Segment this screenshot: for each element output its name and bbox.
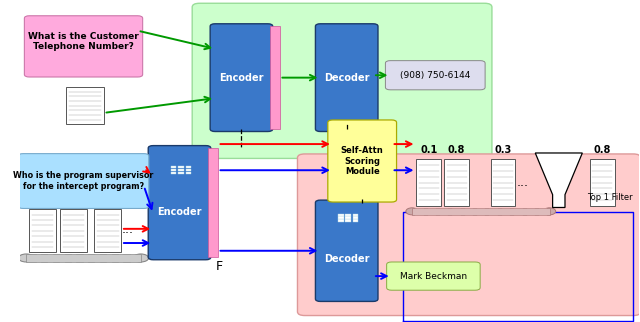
Text: Who is the program supervisor
for the intercept program?: Who is the program supervisor for the in… xyxy=(13,171,154,191)
Text: Self-Attn
Scoring
Module: Self-Attn Scoring Module xyxy=(341,146,383,176)
FancyBboxPatch shape xyxy=(387,262,480,290)
Bar xyxy=(60,209,87,252)
Text: Mark Beckman: Mark Beckman xyxy=(400,271,467,280)
Bar xyxy=(417,159,441,206)
Bar xyxy=(269,26,280,129)
Ellipse shape xyxy=(133,254,148,262)
FancyBboxPatch shape xyxy=(385,61,485,90)
Bar xyxy=(29,209,56,252)
Text: 0.1: 0.1 xyxy=(420,145,437,155)
Text: 0.8: 0.8 xyxy=(593,145,611,155)
Bar xyxy=(346,216,351,219)
Bar xyxy=(412,208,550,215)
FancyBboxPatch shape xyxy=(192,3,492,158)
Bar xyxy=(353,219,358,222)
Bar xyxy=(94,209,121,252)
FancyBboxPatch shape xyxy=(148,146,211,260)
Text: Decoder: Decoder xyxy=(324,254,369,264)
Bar xyxy=(346,219,351,222)
Text: ...: ... xyxy=(121,223,133,236)
Text: 0.8: 0.8 xyxy=(448,145,465,155)
Bar xyxy=(353,216,358,219)
Text: Encoder: Encoder xyxy=(219,73,264,83)
Bar xyxy=(207,148,218,257)
Bar xyxy=(444,159,469,206)
Ellipse shape xyxy=(543,208,556,215)
Text: Encoder: Encoder xyxy=(157,207,202,217)
Ellipse shape xyxy=(406,208,418,215)
Bar xyxy=(338,219,344,222)
Text: Top 1 Filter: Top 1 Filter xyxy=(588,194,633,202)
Bar xyxy=(186,166,191,168)
Bar xyxy=(171,172,177,174)
Bar xyxy=(179,169,184,171)
Bar xyxy=(338,216,344,219)
Bar xyxy=(186,172,191,174)
FancyBboxPatch shape xyxy=(18,154,149,208)
Bar xyxy=(179,172,184,174)
Polygon shape xyxy=(535,153,582,207)
Bar xyxy=(491,159,515,206)
FancyBboxPatch shape xyxy=(24,16,143,77)
Bar xyxy=(590,159,614,206)
Text: Decoder: Decoder xyxy=(324,73,369,83)
Text: ...: ... xyxy=(517,176,529,189)
Text: (908) 750-6144: (908) 750-6144 xyxy=(400,71,470,80)
FancyBboxPatch shape xyxy=(316,24,378,131)
Bar xyxy=(353,213,358,216)
FancyBboxPatch shape xyxy=(210,24,273,131)
Bar xyxy=(186,169,191,171)
Bar xyxy=(179,166,184,168)
Text: F: F xyxy=(216,260,223,273)
Bar xyxy=(26,254,141,262)
FancyBboxPatch shape xyxy=(328,120,397,202)
Text: 0.3: 0.3 xyxy=(495,145,512,155)
Bar xyxy=(67,87,104,124)
Bar xyxy=(171,169,177,171)
Ellipse shape xyxy=(19,254,34,262)
Bar xyxy=(346,213,351,216)
Text: What is the Customer
Telephone Number?: What is the Customer Telephone Number? xyxy=(28,32,139,51)
Bar xyxy=(338,213,344,216)
FancyBboxPatch shape xyxy=(298,154,640,316)
FancyBboxPatch shape xyxy=(316,200,378,301)
Bar xyxy=(171,166,177,168)
